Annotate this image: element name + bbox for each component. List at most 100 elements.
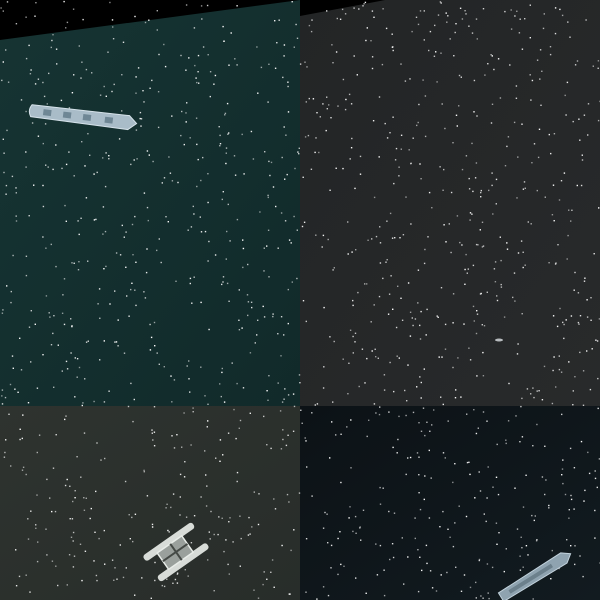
speckle xyxy=(53,386,55,388)
speckle xyxy=(34,323,36,325)
speckle xyxy=(386,137,389,139)
speckle xyxy=(168,156,170,158)
speckle xyxy=(180,134,182,137)
speckle xyxy=(331,44,333,46)
speckle xyxy=(65,220,67,222)
speckle xyxy=(124,480,127,483)
speckle xyxy=(425,334,427,336)
speckle xyxy=(208,531,210,533)
speckle xyxy=(298,374,301,376)
speckle xyxy=(527,554,529,556)
speckle xyxy=(166,578,168,580)
speckle xyxy=(161,182,163,184)
speckle xyxy=(89,517,91,520)
speckle xyxy=(454,463,456,465)
speckle xyxy=(61,167,63,170)
speckle xyxy=(77,269,80,271)
speckle xyxy=(248,516,250,519)
speckle xyxy=(296,37,299,39)
speckle xyxy=(165,216,167,218)
speckle xyxy=(589,388,592,391)
speckle xyxy=(395,147,398,150)
speckle xyxy=(423,498,425,501)
speckle xyxy=(151,429,153,431)
speckle xyxy=(47,166,49,168)
speckle xyxy=(524,187,526,189)
speckle xyxy=(304,437,306,439)
speckle xyxy=(148,154,150,156)
speckle xyxy=(508,382,510,385)
speckle xyxy=(558,355,560,357)
speckle xyxy=(269,174,271,177)
speckle xyxy=(74,490,76,492)
speckle xyxy=(151,526,154,528)
speckle xyxy=(480,189,482,192)
speckle xyxy=(51,510,53,513)
speckle xyxy=(105,95,107,97)
speckle xyxy=(503,570,505,573)
speckle xyxy=(200,366,202,368)
speckle xyxy=(530,223,532,225)
speckle xyxy=(331,421,333,423)
speckle xyxy=(189,137,191,139)
speckle xyxy=(173,379,176,381)
speckle xyxy=(521,123,523,125)
speckle xyxy=(367,239,369,241)
speckle xyxy=(291,1,293,3)
speckle xyxy=(556,325,559,328)
speckle xyxy=(531,79,534,82)
speckle xyxy=(414,537,416,540)
speckle xyxy=(564,94,566,97)
speckle xyxy=(5,439,7,441)
speckle xyxy=(447,528,449,530)
speckle xyxy=(498,532,500,534)
speckle xyxy=(25,166,27,168)
speckle xyxy=(256,334,258,336)
speckle xyxy=(440,52,442,54)
speckle xyxy=(332,401,334,403)
speckle xyxy=(299,63,302,65)
speckle xyxy=(475,581,477,584)
speckle xyxy=(457,357,459,359)
speckle xyxy=(476,115,478,117)
speckle xyxy=(219,383,221,385)
speckle xyxy=(569,447,572,450)
speckle xyxy=(480,191,482,194)
speckle xyxy=(538,390,540,392)
speckle xyxy=(417,121,419,124)
speckle xyxy=(273,498,275,500)
speckle xyxy=(362,509,365,511)
speckle xyxy=(445,241,447,243)
speckle xyxy=(486,291,488,293)
tile-top-right xyxy=(300,0,600,406)
speckle xyxy=(572,404,574,406)
speckle xyxy=(1,403,4,405)
speckle xyxy=(439,1,442,3)
speckle xyxy=(464,283,466,285)
speckle xyxy=(567,21,569,23)
speckle xyxy=(474,177,477,179)
speckle xyxy=(568,209,570,211)
speckle xyxy=(466,272,468,274)
speckle xyxy=(305,440,307,442)
speckle xyxy=(291,281,293,283)
speckle xyxy=(563,337,565,340)
speckle xyxy=(455,114,458,116)
speckle xyxy=(186,102,188,104)
speckle xyxy=(238,289,240,291)
speckle xyxy=(172,582,174,584)
speckle xyxy=(587,103,590,105)
speckle xyxy=(354,187,356,190)
speckle xyxy=(21,437,23,440)
speckle xyxy=(582,370,585,372)
speckle xyxy=(267,196,269,199)
speckle xyxy=(326,108,328,110)
speckle xyxy=(221,367,223,370)
speckle xyxy=(364,1,367,4)
speckle xyxy=(350,147,353,149)
speckle xyxy=(144,21,147,24)
speckle xyxy=(379,242,382,244)
speckle xyxy=(267,399,269,401)
speckle xyxy=(308,24,311,27)
speckle xyxy=(590,297,592,299)
